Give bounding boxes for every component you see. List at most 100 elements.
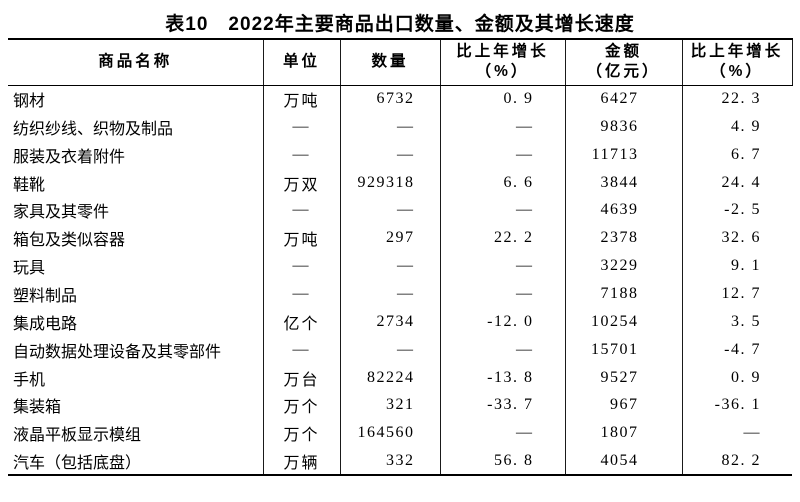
cell-quantity-growth: -33. 7 <box>440 391 566 420</box>
table-header-row: 商品名称 单位 数量 比上年增长 （%） 金额 （亿元） 比上年增长 （%） <box>8 39 793 86</box>
table-row: 手机 万台 82224 -13. 8 9527 0. 9 <box>8 363 792 392</box>
table-row: 纺织纱线、织物及制品 — — — 9836 4. 9 <box>8 112 792 141</box>
cell-quantity-growth: 6. 6 <box>440 168 566 197</box>
cell-amount-growth: 4. 9 <box>731 117 761 135</box>
table-row: 服装及衣着附件 — — — 11713 6. 7 <box>8 140 792 169</box>
cell-amount: 3844 <box>565 168 683 197</box>
cell-amount: 15701 <box>565 335 683 364</box>
cell-quantity-growth: 56. 8 <box>440 447 566 476</box>
cell-amount: 1807 <box>565 419 683 448</box>
cell-commodity-name: 集成电路 <box>8 307 264 336</box>
cell-amount: 967 <box>565 391 683 420</box>
cell-amount: 6427 <box>565 85 683 113</box>
cell-commodity-name: 集装箱 <box>8 391 264 420</box>
header-quantity-growth-unit: （%） <box>475 63 530 81</box>
cell-amount-growth: 9. 1 <box>731 257 761 275</box>
cell-quantity: 82224 <box>340 363 441 392</box>
cell-unit: 万个 <box>263 391 341 420</box>
cell-amount-growth: 22. 3 <box>721 90 761 108</box>
cell-amount-growth: 3. 5 <box>731 312 761 330</box>
cell-quantity-growth: -13. 8 <box>440 363 566 392</box>
table-row: 汽车（包括底盘） 万辆 332 56. 8 4054 82. 2 <box>8 447 792 476</box>
table-row: 集装箱 万个 321 -33. 7 967 -36. 1 <box>8 391 792 420</box>
cell-commodity-name: 纺织纱线、织物及制品 <box>8 112 264 141</box>
cell-unit: 万双 <box>263 168 341 197</box>
table-row: 鞋靴 万双 929318 6. 6 3844 24. 4 <box>8 168 792 197</box>
cell-amount: 4054 <box>565 447 683 476</box>
cell-amount-growth: — <box>743 424 761 442</box>
table-row: 玩具 — — — 3229 9. 1 <box>8 252 792 281</box>
cell-amount: 9527 <box>565 363 683 392</box>
cell-quantity: 297 <box>340 224 441 253</box>
cell-unit: 万台 <box>263 363 341 392</box>
cell-quantity-growth: — <box>440 280 566 308</box>
cell-quantity: — <box>340 112 441 141</box>
header-quantity-growth-label: 比上年增长 <box>456 43 549 61</box>
cell-commodity-name: 箱包及类似容器 <box>8 224 264 253</box>
cell-unit: — <box>263 335 341 364</box>
cell-quantity: — <box>340 140 441 169</box>
cell-amount-growth: 12. 7 <box>721 284 761 302</box>
cell-amount: 4639 <box>565 196 683 225</box>
cell-unit: — <box>263 140 341 169</box>
cell-amount-growth: -2. 5 <box>724 201 761 219</box>
cell-amount: 11713 <box>565 140 683 169</box>
cell-unit: 万吨 <box>263 85 341 113</box>
table-row: 箱包及类似容器 万吨 297 22. 2 2378 32. 6 <box>8 224 792 253</box>
export-table: 商品名称 单位 数量 比上年增长 （%） 金额 （亿元） 比上年增长 （%） 钢… <box>8 38 793 477</box>
header-commodity-name-label: 商品名称 <box>98 53 173 71</box>
header-unit: 单位 <box>263 39 341 86</box>
cell-quantity-growth: — <box>440 252 566 281</box>
cell-quantity: 321 <box>340 391 441 420</box>
header-amount: 金额 （亿元） <box>565 39 683 86</box>
cell-amount: 10254 <box>565 307 683 336</box>
cell-quantity: 332 <box>340 447 441 476</box>
header-quantity-growth: 比上年增长 （%） <box>440 39 566 86</box>
cell-amount-growth: 82. 2 <box>721 451 761 469</box>
header-amount-growth-label: 比上年增长 <box>690 43 784 61</box>
cell-commodity-name: 塑料制品 <box>8 280 264 308</box>
cell-quantity-growth: — <box>440 419 566 448</box>
cell-amount: 9836 <box>565 112 683 141</box>
cell-quantity-growth: 22. 2 <box>440 224 566 253</box>
cell-quantity: 164560 <box>340 419 441 448</box>
cell-amount-growth: 32. 6 <box>721 229 761 247</box>
header-quantity-label: 数量 <box>371 53 409 71</box>
cell-quantity-growth: -12. 0 <box>440 307 566 336</box>
cell-quantity-growth: — <box>440 112 566 141</box>
header-amount-growth: 比上年增长 （%） <box>682 39 793 86</box>
cell-quantity: — <box>340 196 441 225</box>
cell-commodity-name: 家具及其零件 <box>8 196 264 225</box>
cell-quantity: — <box>340 252 441 281</box>
cell-quantity: — <box>340 280 441 308</box>
header-amount-label: 金额 <box>604 43 642 61</box>
cell-quantity-growth: — <box>440 335 566 364</box>
cell-commodity-name: 鞋靴 <box>8 168 264 197</box>
cell-amount-growth: 0. 9 <box>731 368 761 386</box>
cell-unit: 万个 <box>263 419 341 448</box>
header-unit-label: 单位 <box>282 53 320 71</box>
cell-unit: — <box>263 112 341 141</box>
cell-commodity-name: 液晶平板显示模组 <box>8 419 264 448</box>
cell-commodity-name: 钢材 <box>8 85 264 113</box>
cell-commodity-name: 手机 <box>8 363 264 392</box>
cell-commodity-name: 汽车（包括底盘） <box>8 447 264 476</box>
table-row: 家具及其零件 — — — 4639 -2. 5 <box>8 196 792 225</box>
cell-quantity: 929318 <box>340 168 441 197</box>
cell-unit: 亿个 <box>263 307 341 336</box>
cell-quantity-growth: — <box>440 196 566 225</box>
cell-amount-growth: 24. 4 <box>721 173 761 191</box>
cell-amount: 3229 <box>565 252 683 281</box>
page-title: 表10 2022年主要商品出口数量、金额及其增长速度 <box>165 14 635 35</box>
table-row: 自动数据处理设备及其零部件 — — — 15701 -4. 7 <box>8 335 792 364</box>
cell-amount: 7188 <box>565 280 683 308</box>
cell-commodity-name: 玩具 <box>8 252 264 281</box>
cell-amount-growth: -36. 1 <box>714 396 761 414</box>
table-row: 钢材 万吨 6732 0. 9 6427 22. 3 <box>8 85 792 113</box>
header-amount-unit: （亿元） <box>586 63 661 81</box>
cell-quantity: 2734 <box>340 307 441 336</box>
table-row: 塑料制品 — — — 7188 12. 7 <box>8 280 792 308</box>
cell-unit: 万辆 <box>263 447 341 476</box>
table-row: 液晶平板显示模组 万个 164560 — 1807 — <box>8 419 792 448</box>
cell-unit: — <box>263 280 341 308</box>
